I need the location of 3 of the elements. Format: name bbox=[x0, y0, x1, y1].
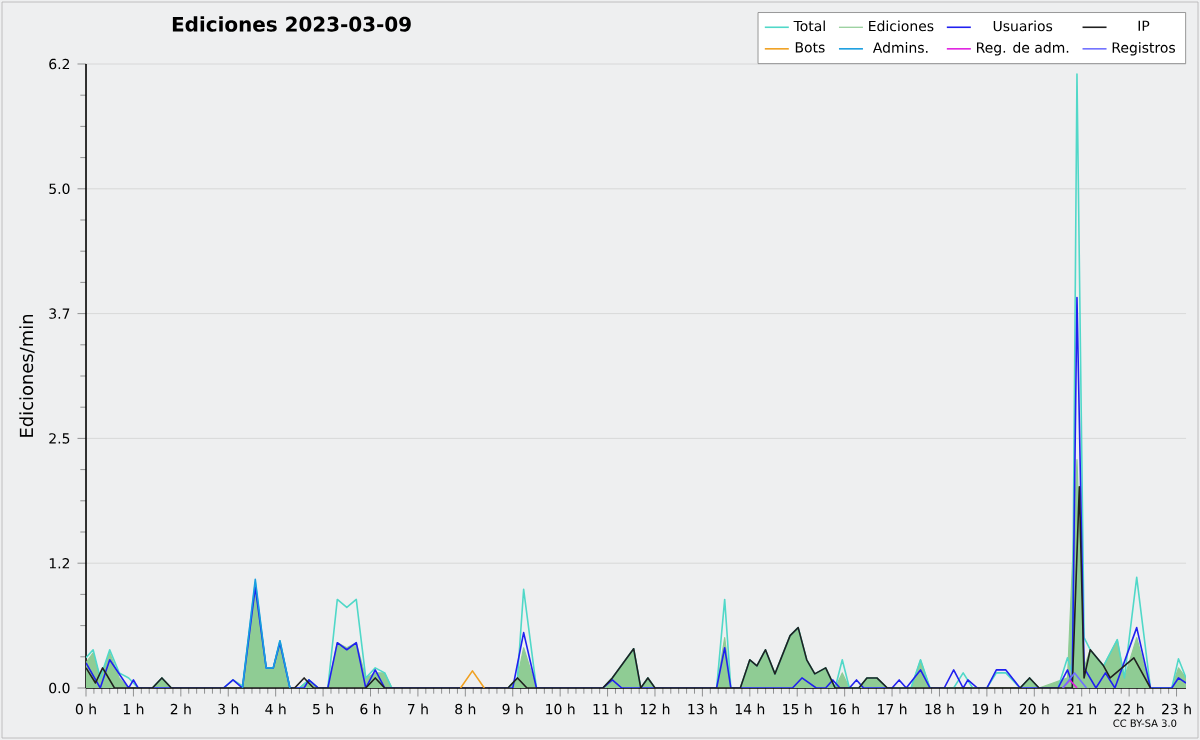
y-axis-title: Ediciones/min bbox=[19, 314, 35, 437]
chart-title: Ediciones 2023-03-09 bbox=[172, 16, 411, 32]
line-series bbox=[241, 578, 291, 688]
